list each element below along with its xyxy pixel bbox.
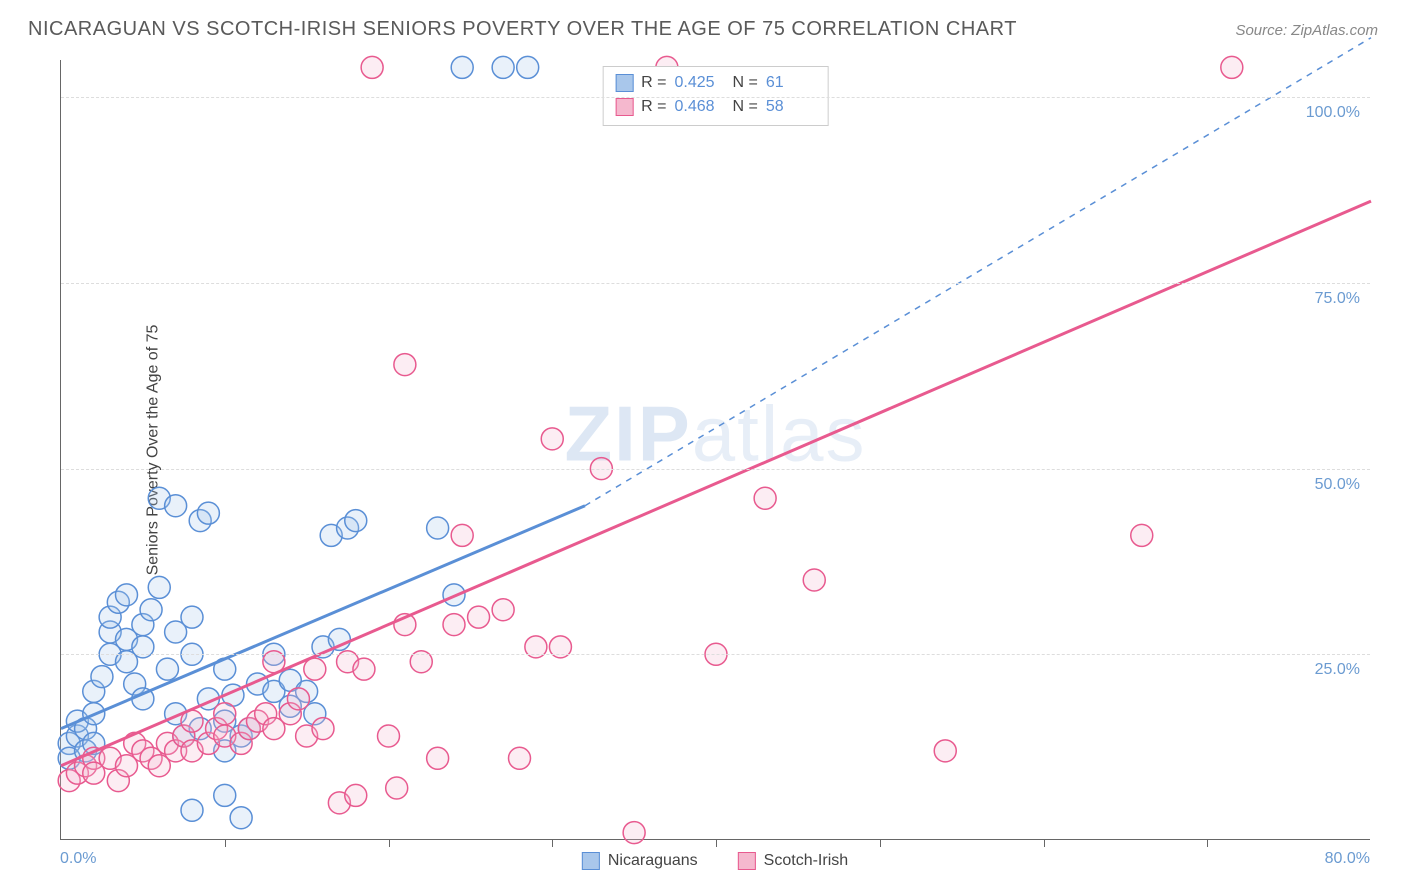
data-point xyxy=(451,524,473,546)
data-point xyxy=(287,688,309,710)
y-tick-label: 100.0% xyxy=(1306,104,1360,122)
legend-item-nicaraguans: Nicaraguans xyxy=(582,852,698,870)
data-point xyxy=(451,56,473,78)
header: NICARAGUAN VS SCOTCH-IRISH SENIORS POVER… xyxy=(0,0,1406,49)
data-point xyxy=(345,510,367,532)
gridline-h xyxy=(61,654,1370,655)
data-point xyxy=(91,666,113,688)
data-point xyxy=(181,606,203,628)
data-point xyxy=(361,56,383,78)
source-attribution: Source: ZipAtlas.com xyxy=(1235,22,1378,39)
data-point xyxy=(353,658,375,680)
data-point xyxy=(394,354,416,376)
data-point xyxy=(378,725,400,747)
data-point xyxy=(934,740,956,762)
legend-label-scotch-irish: Scotch-Irish xyxy=(764,852,848,870)
x-tick xyxy=(1044,839,1045,847)
data-point xyxy=(492,599,514,621)
x-tick xyxy=(225,839,226,847)
swatch-scotch-irish xyxy=(615,98,633,116)
data-point xyxy=(148,576,170,598)
x-tick xyxy=(716,839,717,847)
gridline-h xyxy=(61,283,1370,284)
plot-area: ZIPatlas R = 0.425 N = 61 R = 0.468 N = … xyxy=(60,60,1370,840)
data-point xyxy=(312,718,334,740)
y-tick-label: 50.0% xyxy=(1315,476,1360,494)
x-axis-max-label: 80.0% xyxy=(1325,850,1370,868)
legend-swatch-scotch-irish xyxy=(738,852,756,870)
plot-container: Seniors Poverty Over the Age of 75 ZIPat… xyxy=(60,60,1370,840)
y-tick-label: 25.0% xyxy=(1315,661,1360,679)
bottom-legend: Nicaraguans Scotch-Irish xyxy=(582,852,848,870)
x-tick xyxy=(1207,839,1208,847)
legend-label-nicaraguans: Nicaraguans xyxy=(608,852,698,870)
data-point xyxy=(541,428,563,450)
data-point xyxy=(214,784,236,806)
gridline-h xyxy=(61,97,1370,98)
swatch-nicaraguans xyxy=(615,74,633,92)
chart-svg xyxy=(61,60,1370,839)
stat-r-scotch-irish: 0.468 xyxy=(675,95,725,119)
stat-r-nicaraguans: 0.425 xyxy=(675,71,725,95)
data-point xyxy=(304,658,326,680)
x-tick xyxy=(880,839,881,847)
stat-n-nicaraguans: 61 xyxy=(766,71,816,95)
data-point xyxy=(1131,524,1153,546)
data-point xyxy=(509,747,531,769)
data-point xyxy=(623,822,645,844)
data-point xyxy=(181,799,203,821)
legend-swatch-nicaraguans xyxy=(582,852,600,870)
data-point xyxy=(754,487,776,509)
data-point xyxy=(803,569,825,591)
chart-title: NICARAGUAN VS SCOTCH-IRISH SENIORS POVER… xyxy=(28,18,1017,41)
data-point xyxy=(517,56,539,78)
data-point xyxy=(214,703,236,725)
data-point xyxy=(140,599,162,621)
data-point xyxy=(468,606,490,628)
stat-label-r: R = xyxy=(641,95,666,119)
data-point xyxy=(427,747,449,769)
gridline-h xyxy=(61,469,1370,470)
data-point xyxy=(116,584,138,606)
data-point xyxy=(443,614,465,636)
x-tick xyxy=(389,839,390,847)
stats-row-nicaraguans: R = 0.425 N = 61 xyxy=(615,71,816,95)
legend-item-scotch-irish: Scotch-Irish xyxy=(738,852,848,870)
data-point xyxy=(1221,56,1243,78)
data-point xyxy=(427,517,449,539)
data-point xyxy=(197,502,219,524)
data-point xyxy=(165,495,187,517)
x-axis-min-label: 0.0% xyxy=(60,850,96,868)
regression-line xyxy=(61,201,1371,766)
y-tick-label: 75.0% xyxy=(1315,290,1360,308)
data-point xyxy=(230,807,252,829)
stat-label-r: R = xyxy=(641,71,666,95)
stat-label-n: N = xyxy=(733,95,758,119)
data-point xyxy=(492,56,514,78)
stat-label-n: N = xyxy=(733,71,758,95)
data-point xyxy=(345,784,367,806)
stats-legend-box: R = 0.425 N = 61 R = 0.468 N = 58 xyxy=(602,66,829,126)
data-point xyxy=(156,658,178,680)
x-tick xyxy=(552,839,553,847)
stat-n-scotch-irish: 58 xyxy=(766,95,816,119)
stats-row-scotch-irish: R = 0.468 N = 58 xyxy=(615,95,816,119)
data-point xyxy=(386,777,408,799)
